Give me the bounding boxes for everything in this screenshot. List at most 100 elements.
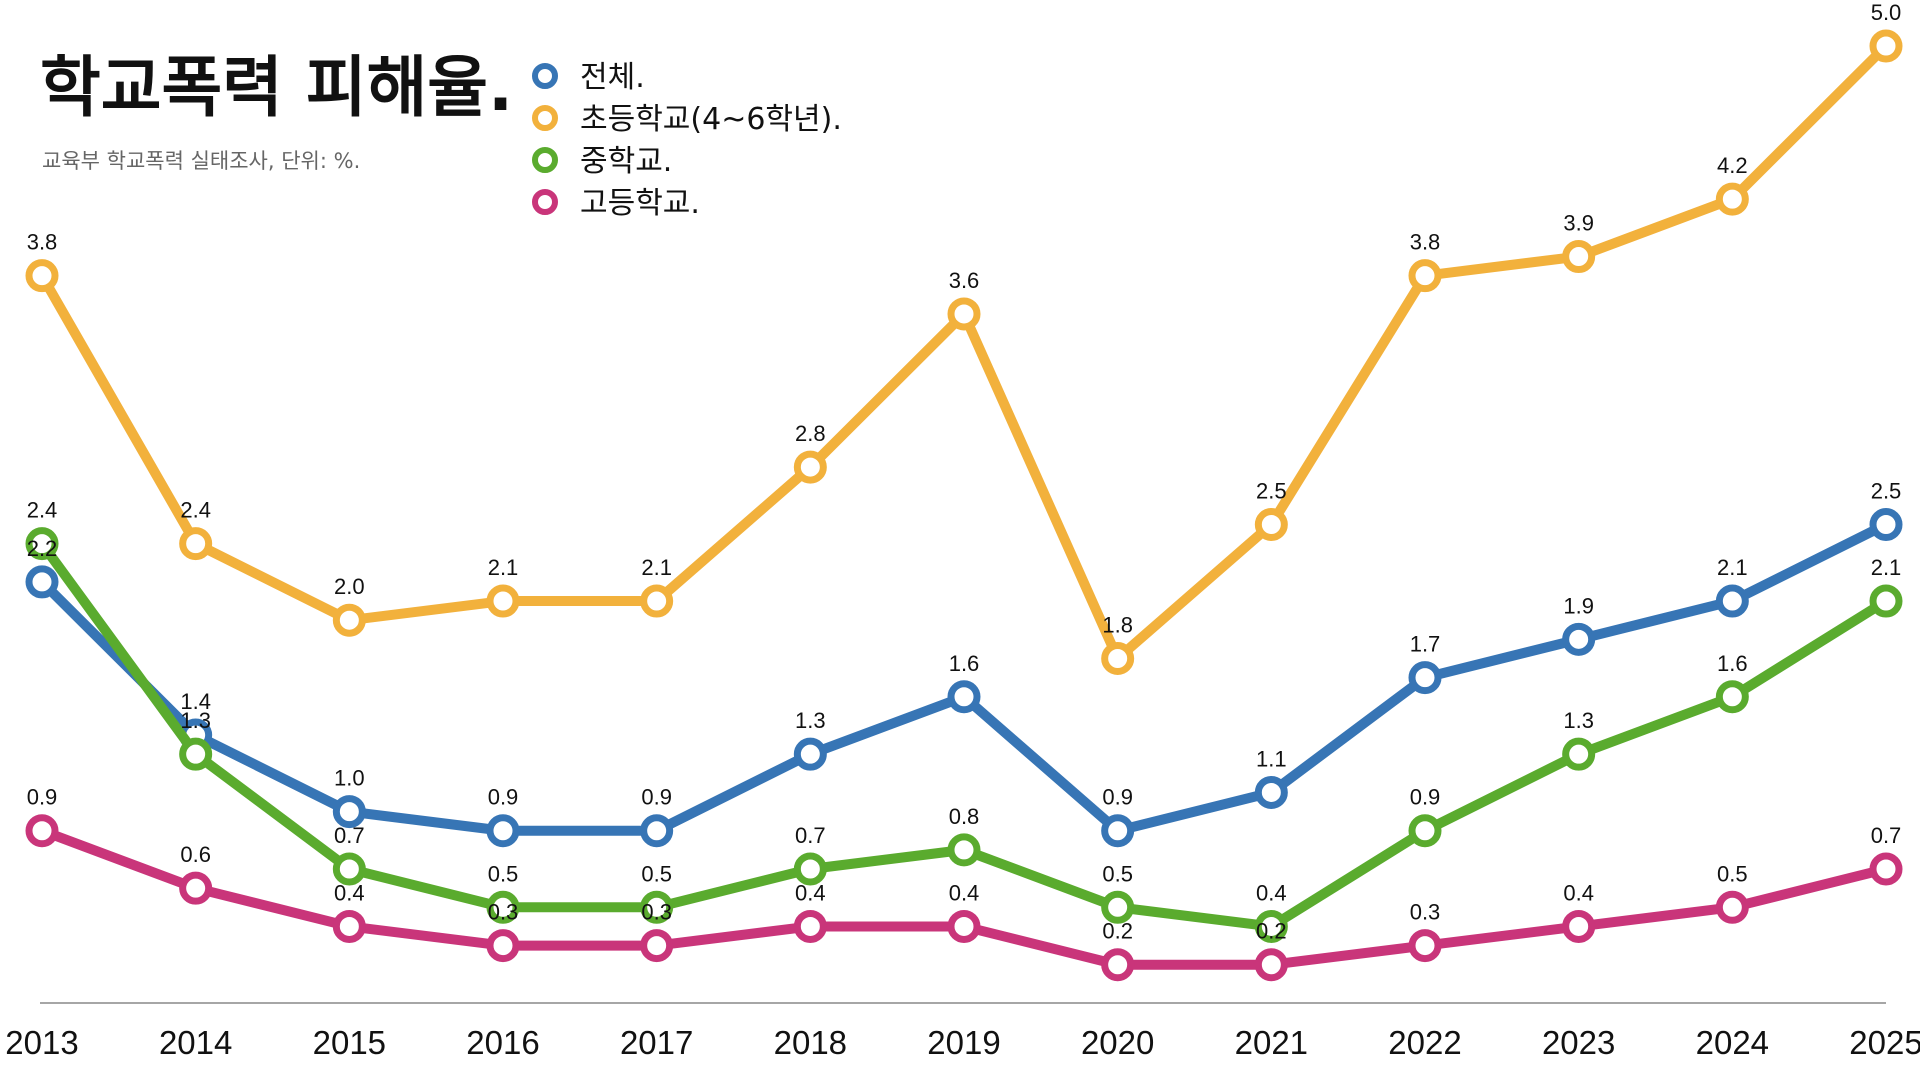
series-3-label-2018: 0.4 — [795, 880, 826, 905]
x-tick-label-2025: 2025 — [1849, 1024, 1920, 1061]
series-3-label-2021: 0.2 — [1256, 919, 1287, 944]
series-3-point-2016 — [486, 929, 520, 963]
x-tick-label-2017: 2017 — [620, 1024, 693, 1061]
series-1-label-2025: 5.0 — [1871, 0, 1902, 25]
series-3-point-2024 — [1715, 890, 1749, 924]
legend-marker-1 — [532, 105, 558, 131]
series-0-point-2021 — [1254, 775, 1288, 809]
series-2-label-2023: 1.3 — [1563, 708, 1594, 733]
legend-label-0: 전체. — [580, 60, 645, 95]
series-3-point-2023 — [1562, 909, 1596, 943]
series-1-label-2019: 3.6 — [949, 268, 980, 293]
x-tick-label-2020: 2020 — [1081, 1024, 1154, 1061]
legend-marker-0 — [532, 63, 558, 89]
legend-item-3: 고등학교. — [532, 186, 700, 221]
series-1-point-2015 — [332, 603, 366, 637]
series-0-point-2017 — [640, 814, 674, 848]
series-3-point-2017 — [640, 929, 674, 963]
series-0-label-2021: 1.1 — [1256, 746, 1287, 771]
series-3-label-2017: 0.3 — [641, 900, 672, 925]
series-2-label-2024: 1.6 — [1717, 651, 1748, 676]
series-2-label-2025: 2.1 — [1871, 555, 1902, 580]
series-2-label-2020: 0.5 — [1102, 861, 1133, 886]
series-3-point-2014 — [179, 871, 213, 905]
series-1-point-2023 — [1562, 240, 1596, 274]
series-3-point-2022 — [1408, 929, 1442, 963]
series-2-point-2021 — [1254, 909, 1288, 943]
series-0-label-2019: 1.6 — [949, 651, 980, 676]
series-1-point-2025 — [1869, 29, 1903, 63]
series-2-point-2022 — [1408, 814, 1442, 848]
series-0-point-2023 — [1562, 622, 1596, 656]
series-1-point-2019 — [947, 297, 981, 331]
series-2-point-2014 — [179, 737, 213, 771]
series-3-point-2020 — [1101, 948, 1135, 982]
series-1-point-2021 — [1254, 508, 1288, 541]
legend-marker-3 — [532, 189, 558, 215]
series-0-point-2025 — [1869, 508, 1903, 541]
series-2-point-2013 — [25, 527, 59, 561]
series-0-label-2025: 2.5 — [1871, 479, 1902, 504]
series-3-label-2024: 0.5 — [1717, 861, 1748, 886]
series-0-label-2015: 1.0 — [334, 766, 365, 791]
series-2-point-2024 — [1715, 680, 1749, 714]
series-3-label-2022: 0.3 — [1410, 900, 1441, 925]
series-0-label-2016: 0.9 — [488, 785, 519, 810]
series-0-label-2023: 1.9 — [1563, 593, 1594, 618]
x-tick-label-2014: 2014 — [159, 1024, 232, 1061]
series-1-label-2018: 2.8 — [795, 421, 826, 446]
series-0-point-2019 — [947, 680, 981, 714]
series-0-point-2013 — [25, 565, 59, 599]
series-2-point-2020 — [1101, 890, 1135, 924]
series-3-label-2015: 0.4 — [334, 880, 365, 905]
series-2-label-2019: 0.8 — [949, 804, 980, 829]
series-0-label-2018: 1.3 — [795, 708, 826, 733]
series-2-label-2018: 0.7 — [795, 823, 826, 848]
series-1 — [25, 29, 1903, 675]
series-1-point-2022 — [1408, 259, 1442, 293]
series-line-1 — [37, 41, 1891, 664]
series-2-point-2025 — [1869, 584, 1903, 618]
series-0-label-2020: 0.9 — [1102, 785, 1133, 810]
legend-item-2: 중학교. — [532, 144, 672, 179]
series-1-label-2020: 1.8 — [1102, 612, 1133, 637]
series-1-label-2022: 3.8 — [1410, 230, 1441, 255]
series-0-point-2024 — [1715, 584, 1749, 618]
x-tick-label-2021: 2021 — [1235, 1024, 1308, 1061]
series-line-0 — [37, 519, 1891, 836]
series-1-label-2024: 4.2 — [1717, 153, 1748, 178]
series-0-label-2024: 2.1 — [1717, 555, 1748, 580]
series-2-label-2016: 0.5 — [488, 861, 519, 886]
series-0-point-2015 — [332, 795, 366, 829]
series-3-label-2020: 0.2 — [1102, 919, 1133, 944]
series-3-label-2025: 0.7 — [1871, 823, 1902, 848]
series-2-label-2021: 0.4 — [1256, 880, 1287, 905]
series-2-label-2014: 1.3 — [180, 708, 211, 733]
chart-title: 학교폭력 피해율. — [40, 49, 513, 126]
series-1-point-2014 — [179, 527, 213, 561]
series-2-label-2022: 0.9 — [1410, 785, 1441, 810]
series-3-label-2016: 0.3 — [488, 900, 519, 925]
series-1-point-2017 — [640, 584, 674, 618]
x-tick-label-2022: 2022 — [1388, 1024, 1461, 1061]
series-0 — [25, 508, 1903, 848]
series-0-point-2018 — [793, 737, 827, 771]
series-2 — [25, 527, 1903, 943]
chart-legend: 전체. 초등학교(4~6학년). 중학교. 고등학교. — [532, 60, 842, 221]
series-0-label-2017: 0.9 — [641, 785, 672, 810]
series-0-label-2013: 2.2 — [27, 536, 58, 561]
x-tick-label-2016: 2016 — [466, 1024, 539, 1061]
series-layer — [25, 29, 1903, 982]
legend-item-1: 초등학교(4~6학년). — [532, 102, 842, 137]
series-0-label-2022: 1.7 — [1410, 632, 1441, 657]
series-2-label-2017: 0.5 — [641, 861, 672, 886]
series-3-label-2019: 0.4 — [949, 880, 980, 905]
legend-marker-2 — [532, 147, 558, 173]
series-1-label-2013: 3.8 — [27, 230, 58, 255]
x-tick-label-2023: 2023 — [1542, 1024, 1615, 1061]
series-3-label-2023: 0.4 — [1563, 880, 1594, 905]
series-1-label-2021: 2.5 — [1256, 479, 1287, 504]
x-tick-label-2015: 2015 — [313, 1024, 386, 1061]
series-3-point-2013 — [25, 814, 59, 848]
series-1-point-2013 — [25, 259, 59, 293]
